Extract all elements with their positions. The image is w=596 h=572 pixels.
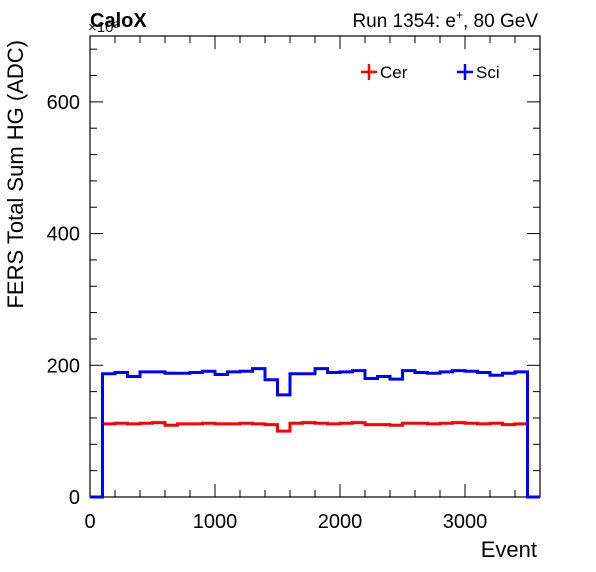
legend-item-sci: Sci (457, 63, 500, 82)
x-axis-label: Event (481, 537, 537, 562)
legend-label-cer: Cer (380, 63, 408, 82)
x-tick-label: 3000 (443, 511, 488, 533)
y-axis-label: FERS Total Sum HG (ADC) (3, 40, 28, 309)
legend-marker-cer (361, 64, 377, 80)
axis-tick-labels: 0 1000 2000 3000 0 200 400 600 (47, 92, 488, 533)
legend: Cer Sci (361, 63, 500, 82)
brand-label: CaloX (90, 10, 147, 32)
legend-marker-sci (457, 64, 473, 80)
legend-item-cer: Cer (361, 63, 408, 82)
x-tick-label: 0 (84, 511, 95, 533)
x-tick-label: 1000 (193, 511, 238, 533)
legend-label-sci: Sci (476, 63, 500, 82)
x-tick-label: 2000 (318, 511, 363, 533)
axis-ticks (89, 36, 541, 498)
y-tick-label: 600 (47, 92, 80, 114)
y-tick-label: 400 (47, 224, 80, 246)
y-tick-label: 200 (47, 355, 80, 377)
run-label-suffix: , 80 GeV (463, 11, 538, 32)
series-sci-line (90, 367, 540, 499)
y-multiplier-label: ×10³ (88, 19, 118, 36)
run-label-superscript: + (456, 8, 463, 22)
run-label: Run 1354: e+, 80 GeV (352, 8, 538, 32)
series-cer-line (90, 421, 540, 499)
y-tick-label: 0 (69, 487, 80, 509)
run-label-main: Run 1354: e (352, 11, 456, 32)
series-group (90, 367, 540, 499)
plot-frame (89, 35, 541, 498)
